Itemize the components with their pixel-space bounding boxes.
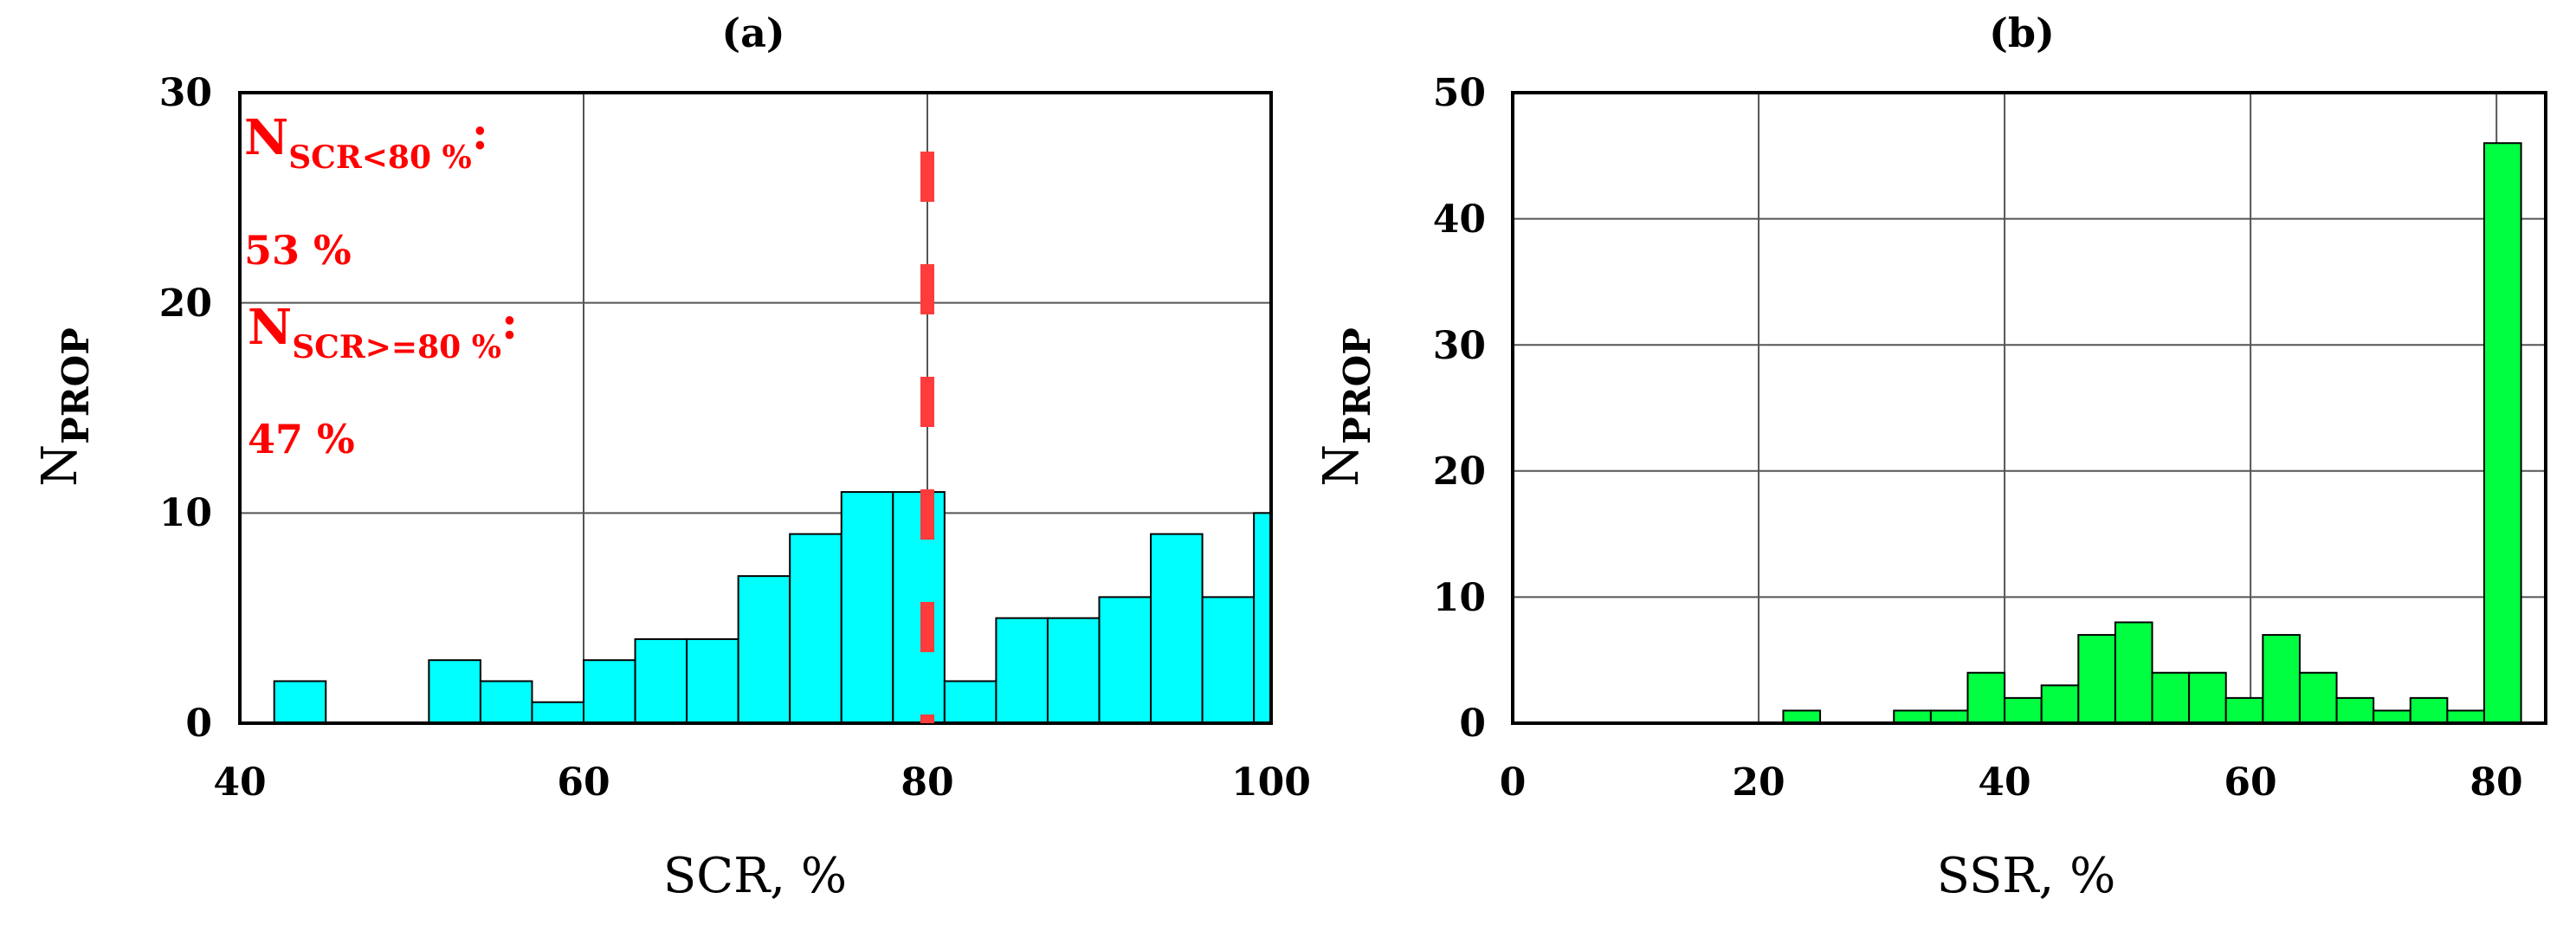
panel-b-title: (b) bbox=[1989, 10, 2055, 56]
panel-a-histogram-bar bbox=[737, 575, 791, 725]
panel-a-histogram-bar bbox=[1098, 596, 1152, 725]
panel-a-plot-frame bbox=[238, 91, 1273, 725]
panel-b-xtick-label: 20 bbox=[1732, 760, 1785, 805]
panel-b-ytick-label: 20 bbox=[1433, 450, 1486, 494]
panel-b-histogram-bar bbox=[2446, 709, 2485, 725]
panel-a-xtick-label: 80 bbox=[901, 760, 953, 805]
panel-a-histogram-bar bbox=[789, 533, 843, 724]
panel-b-ssr-histogram: (b) 0 10 20 30 40 50 0 20 40 60 80 SSR, … bbox=[1314, 10, 2547, 904]
panel-a-ytick-label: 20 bbox=[159, 281, 212, 326]
panel-a-xtick-label: 60 bbox=[557, 760, 610, 805]
panel-a-y-axis-label: NPROP bbox=[32, 327, 97, 487]
panel-b-histogram-bar bbox=[2298, 671, 2338, 725]
panel-b-y-axis-label: NPROP bbox=[1314, 327, 1378, 487]
panel-b-histogram-bar bbox=[2262, 634, 2301, 725]
panel-a-histogram-bar bbox=[531, 701, 585, 725]
panel-b-histogram-bar bbox=[2004, 696, 2043, 725]
panel-b-ytick-label: 40 bbox=[1433, 197, 1486, 242]
panel-a-histogram-bar bbox=[1201, 596, 1256, 725]
panel-a-ytick-label: 30 bbox=[159, 71, 212, 115]
panel-a-xtick-label: 40 bbox=[213, 760, 266, 805]
panel-b-histogram-bar bbox=[2188, 671, 2227, 725]
panel-b-histogram-bar bbox=[2077, 634, 2116, 725]
panel-a-histogram-bar bbox=[892, 491, 946, 724]
panel-b-histogram-bar bbox=[2040, 684, 2080, 725]
panel-b-histogram-bar bbox=[2335, 696, 2375, 725]
panel-b-ytick-label: 30 bbox=[1433, 324, 1486, 368]
panel-b-histogram-bar bbox=[1966, 671, 2006, 725]
panel-b-xtick-label: 0 bbox=[1500, 760, 1527, 805]
panel-a-annotation-below-value: 53 % bbox=[244, 227, 352, 274]
panel-a-title: (a) bbox=[721, 10, 784, 56]
panel-b-histogram-bar bbox=[1893, 709, 1932, 725]
panel-a-annotation-below-threshold: NSCR<80 %: bbox=[244, 107, 488, 176]
panel-b-xtick-label: 80 bbox=[2469, 760, 2522, 805]
panel-a-histogram-bar bbox=[428, 659, 481, 725]
panel-a-histogram-bar bbox=[686, 637, 739, 725]
panel-a-histogram-bar bbox=[583, 659, 636, 725]
panel-a-histogram-bar bbox=[634, 637, 688, 725]
panel-a-histogram-bar bbox=[1046, 617, 1101, 725]
panel-b-bars bbox=[1782, 142, 2522, 725]
panel-b-ytick-label: 0 bbox=[1459, 702, 1486, 746]
panel-a-scr-histogram: (a) 0 10 20 30 40 60 80 100 SCR, % NPROP… bbox=[32, 10, 1311, 904]
panel-b-histogram-bar bbox=[2114, 621, 2153, 725]
panel-a-histogram-bar bbox=[943, 680, 997, 725]
panel-b-histogram-bar bbox=[1782, 709, 1822, 725]
panel-b-histogram-bar bbox=[2151, 671, 2191, 725]
panel-a-histogram-bar bbox=[479, 680, 533, 725]
panel-b-histogram-bar bbox=[1929, 709, 1969, 725]
panel-b-grid bbox=[1513, 93, 2546, 723]
panel-a-x-axis-label: SCR, % bbox=[663, 848, 847, 904]
panel-b-x-axis-label: SSR, % bbox=[1937, 848, 2116, 904]
panel-b-histogram-bar bbox=[2409, 696, 2449, 725]
panel-b-histogram-bar bbox=[2482, 142, 2522, 725]
panel-b-histogram-bar bbox=[2224, 696, 2264, 725]
panel-b-ytick-label: 50 bbox=[1433, 71, 1486, 115]
panel-b-ytick-label: 10 bbox=[1433, 576, 1486, 620]
panel-b-xtick-label: 40 bbox=[1978, 760, 2030, 805]
panel-a-histogram-bar bbox=[1253, 512, 1273, 724]
panel-a-bars bbox=[273, 491, 1273, 725]
panel-a-histogram-bar bbox=[840, 491, 894, 724]
panel-b-xtick-label: 60 bbox=[2224, 760, 2276, 805]
panel-a-annotation-above-value: 47 % bbox=[248, 416, 355, 462]
panel-a-histogram-bar bbox=[1150, 533, 1204, 724]
panel-b-plot-frame bbox=[1511, 91, 2547, 725]
panel-a-ytick-label: 10 bbox=[159, 491, 212, 535]
panel-a-ytick-label: 0 bbox=[185, 702, 212, 746]
panel-a-annotation-above-threshold: NSCR>=80 %: bbox=[248, 297, 518, 365]
panel-a-xtick-label: 100 bbox=[1231, 760, 1311, 805]
panel-a-histogram-bar bbox=[273, 680, 327, 725]
panel-b-histogram-bar bbox=[2373, 709, 2411, 725]
panel-a-histogram-bar bbox=[995, 617, 1049, 725]
